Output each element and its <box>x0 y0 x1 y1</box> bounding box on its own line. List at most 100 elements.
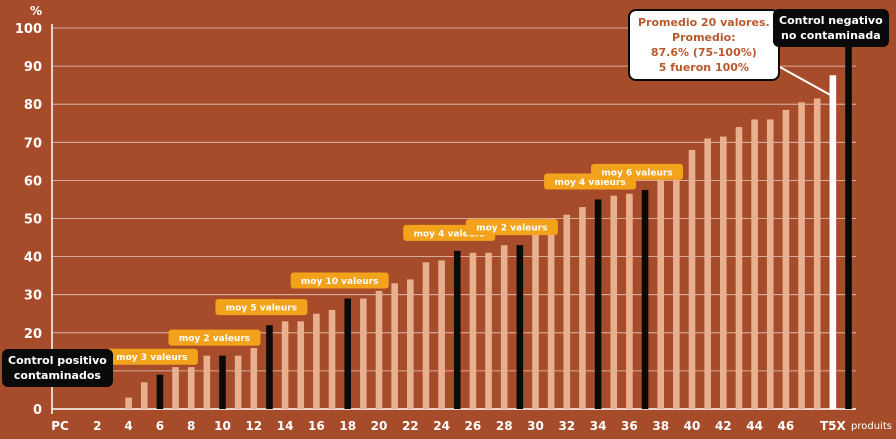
group-label: moy 2 valeurs <box>465 219 558 236</box>
bar <box>641 189 649 409</box>
group-label: moy 2 valeurs <box>168 329 261 346</box>
group-label: moy 6 valeurs <box>591 163 684 180</box>
negative-control-line-1: Control negativo <box>779 14 883 27</box>
y-axis-label: % <box>30 4 42 18</box>
x-tick-label: 44 <box>746 419 763 433</box>
x-tick-label: 22 <box>402 419 419 433</box>
bar <box>813 98 821 410</box>
bar <box>845 28 852 409</box>
bar <box>579 207 586 409</box>
average-callout: Promedio 20 valores. Promedio: 87.6% (75… <box>628 9 780 81</box>
x-tick-label: 34 <box>590 419 607 433</box>
group-label-text: moy 10 valeurs <box>301 277 379 287</box>
bar <box>156 374 164 409</box>
x-tick-label: 36 <box>621 419 638 433</box>
bar <box>328 309 336 409</box>
bar <box>219 355 226 409</box>
group-label-box <box>591 163 684 180</box>
bar <box>594 199 602 409</box>
group-label-text: moy 2 valeurs <box>476 224 547 234</box>
group-label-text: moy 2 valeurs <box>179 334 250 344</box>
x-tick-label: PC <box>51 419 69 433</box>
x-tick-label: 18 <box>339 419 356 433</box>
group-label-text: moy 4 valeurs <box>414 229 485 239</box>
bar <box>657 176 664 409</box>
group-label-text: moy 6 valeurs <box>601 168 672 178</box>
x-tick-label: 38 <box>652 419 669 433</box>
x-tick-label: 10 <box>214 419 231 433</box>
bar <box>140 382 148 409</box>
bar <box>391 283 398 409</box>
bar <box>203 355 211 409</box>
x-tick-label: 20 <box>371 419 388 433</box>
bar <box>688 149 696 410</box>
bar <box>234 355 242 409</box>
bar <box>798 102 805 410</box>
group-label-text: moy 4 valeurs <box>554 178 625 188</box>
y-tick-label: 40 <box>24 251 42 266</box>
x-tick-label: 46 <box>778 419 795 433</box>
bar <box>500 245 508 409</box>
bar <box>422 262 430 409</box>
bar <box>344 298 351 409</box>
bar <box>829 75 837 409</box>
x-tick-label: 40 <box>684 419 701 433</box>
bar <box>375 290 383 409</box>
negative-control-callout: Control negativo no contaminada <box>773 9 889 47</box>
bar <box>469 252 477 409</box>
bar <box>735 127 743 409</box>
group-label-box <box>290 272 389 289</box>
y-tick-label: 90 <box>24 60 42 75</box>
bar <box>297 321 305 409</box>
x-tick-label: 2 <box>93 419 101 433</box>
group-label: moy 10 valeurs <box>290 272 389 289</box>
bar <box>626 193 633 409</box>
bar <box>250 348 258 409</box>
x-tick-label: 24 <box>433 419 450 433</box>
bar <box>720 136 727 409</box>
bar <box>438 260 445 409</box>
y-tick-label: 70 <box>24 136 42 151</box>
x-axis-label: produits <box>851 421 892 432</box>
y-tick-label: 80 <box>24 98 42 113</box>
bar <box>563 214 571 409</box>
x-tick-label: 6 <box>156 419 164 433</box>
x-tick-label: 30 <box>527 419 544 433</box>
x-tick-label: 26 <box>465 419 482 433</box>
x-tick-label: T5X <box>820 419 847 433</box>
bar <box>547 218 555 409</box>
bar <box>704 138 711 410</box>
x-tick-label: 28 <box>496 419 513 433</box>
x-tick-label: 14 <box>277 419 294 433</box>
x-tick-label: 16 <box>308 419 325 433</box>
bar <box>516 245 524 409</box>
bar <box>532 220 539 409</box>
group-label-box <box>215 299 308 316</box>
group-label-text: moy 3 valeurs <box>116 353 187 363</box>
x-tick-label: 32 <box>558 419 575 433</box>
positive-control-callout: Control positivo contaminados <box>2 349 113 387</box>
y-tick-label: 0 <box>33 403 42 418</box>
group-label: moy 3 valeurs <box>105 348 198 365</box>
bar <box>281 321 289 409</box>
group-label-box <box>105 348 198 365</box>
positive-control-line-2: contaminados <box>13 369 101 382</box>
bar <box>360 298 367 409</box>
y-tick-label: 60 <box>24 174 42 189</box>
bar <box>266 325 273 409</box>
bar <box>610 195 618 409</box>
bar <box>751 119 758 409</box>
bar <box>673 172 680 409</box>
y-tick-label: 100 <box>15 22 42 37</box>
positive-control-line-1: Control positivo <box>8 354 107 367</box>
bar <box>313 313 320 409</box>
y-tick-label: 50 <box>24 213 42 228</box>
bar <box>485 252 492 409</box>
x-tick-label: 12 <box>245 419 262 433</box>
bar <box>172 367 179 409</box>
negative-control-line-2: no contaminada <box>781 29 881 42</box>
y-tick-label: 20 <box>24 327 42 342</box>
average-line-1: Promedio 20 valores. <box>638 16 770 29</box>
